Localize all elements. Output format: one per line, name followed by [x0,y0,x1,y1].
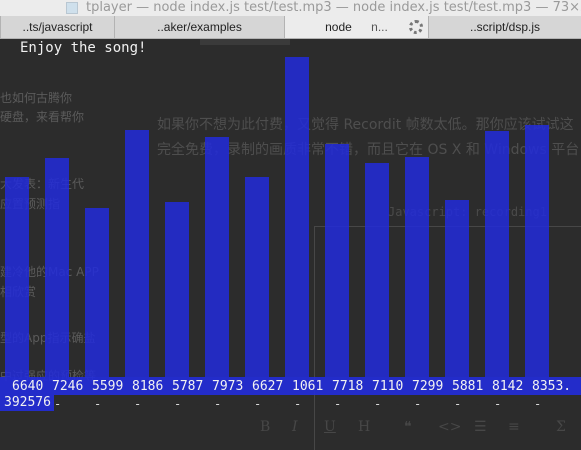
value-dash: - [374,397,382,411]
terminal-message: Enjoy the song! [20,40,147,56]
value-row [0,377,581,395]
tab-node[interactable]: node n... [284,16,428,38]
code-icon: <> [438,419,462,435]
activity-spinner-icon [409,20,423,34]
value-dash: - [94,397,102,411]
tab-javascript[interactable]: ..ts/javascript [0,16,114,38]
quote-icon: ❝ [404,419,412,435]
value-label: 8142 [492,379,524,394]
value-dash: - [214,397,222,411]
value-label: 6627 [252,379,284,394]
bar-12 [445,200,469,377]
value-label: 5881 [452,379,484,394]
value-label: 5599 [92,379,124,394]
tab-bar: ..ts/javascript ..aker/examples node n..… [0,16,581,39]
bg-paragraph: 完全免费，录制的画质非常不错，而且它在 OS X 和 Windows 平台 [157,142,580,158]
value-label: 6640 [12,379,44,394]
value-label: 5787 [172,379,204,394]
value-label: 8186 [132,379,164,394]
value-overflow: 392576 [0,395,54,411]
value-dash: - [494,397,502,411]
heading-icon: H [358,419,371,435]
bar-11 [405,157,429,377]
sigma-icon: Σ [556,419,566,435]
tab-examples[interactable]: ..aker/examples [114,16,284,38]
bar-13 [485,131,509,377]
tab-label: ..script/dsp.js [469,20,541,34]
bold-icon: B [260,419,271,435]
bg-line: 硬盘，来看帮你 [0,110,85,124]
value-dash: - [54,397,62,411]
bar-3 [85,208,109,377]
bar-14 [525,125,549,377]
unordered-list-icon: ≡ [508,419,520,435]
value-dash: - [414,397,422,411]
bar-2 [45,158,69,377]
value-dash: - [174,397,182,411]
window-title-bar: tplayer — node index.js test/test.mp3 — … [0,0,581,16]
value-dash: - [294,397,302,411]
value-label: 7246 [52,379,84,394]
bar-1 [5,177,29,377]
bar-8 [285,57,309,377]
bar-6 [205,137,229,377]
value-label: 1061 [292,379,324,394]
value-label: 7110 [372,379,404,394]
bar-9 [325,144,349,377]
value-label: 8353. [532,379,572,394]
value-dash: - [534,397,542,411]
value-dash: - [334,397,342,411]
bar-4 [125,130,149,377]
bar-7 [245,177,269,377]
tab-label: node [325,20,352,34]
bar-10 [365,163,389,377]
italic-icon: I [292,419,298,435]
value-dash: - [254,397,262,411]
tab-dsp[interactable]: ..script/dsp.js [428,16,581,38]
value-label: 7973 [212,379,244,394]
bg-paragraph: 如果你不想为此付费，又觉得 Recordit 帧数太低。那你应该试试这 [157,117,574,133]
tab-label: ..ts/javascript [22,20,93,34]
window-title: tplayer — node index.js test/test.mp3 — … [86,0,581,15]
value-label: 7718 [332,379,364,394]
bg-line: 也如何古腾你 [0,91,73,105]
underline-icon: U [324,419,336,435]
background-box [200,39,290,45]
value-dash: - [454,397,462,411]
value-label: 7299 [412,379,444,394]
document-icon [66,2,78,14]
value-dash: - [134,397,142,411]
tab-label: ..aker/examples [157,20,242,34]
tab-secondary-label: n... [371,20,388,34]
bar-5 [165,202,189,377]
ordered-list-icon: ☰ [474,419,487,435]
